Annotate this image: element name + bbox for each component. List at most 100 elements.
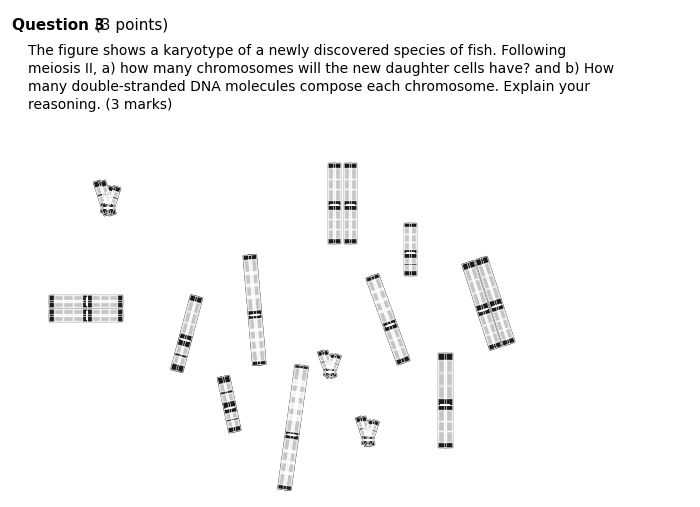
Polygon shape [409,223,416,253]
Polygon shape [363,439,371,447]
Polygon shape [252,349,260,361]
Polygon shape [349,179,356,189]
Polygon shape [184,296,202,342]
Polygon shape [179,295,197,340]
Polygon shape [344,210,351,219]
Polygon shape [246,284,255,299]
Polygon shape [486,288,496,301]
Polygon shape [405,234,411,242]
Polygon shape [329,358,335,364]
Polygon shape [504,328,513,339]
Polygon shape [469,267,479,280]
Polygon shape [186,324,195,336]
Polygon shape [49,300,87,307]
Polygon shape [333,168,340,178]
Polygon shape [250,329,258,341]
Polygon shape [344,229,351,238]
Polygon shape [101,186,108,194]
Polygon shape [181,346,189,355]
Polygon shape [389,323,410,363]
Polygon shape [473,293,482,306]
Polygon shape [92,296,100,302]
Polygon shape [438,421,446,431]
Polygon shape [438,431,446,442]
Polygon shape [171,339,186,371]
Polygon shape [326,354,337,373]
Polygon shape [278,434,293,490]
Polygon shape [64,309,73,316]
Polygon shape [92,314,100,320]
Polygon shape [290,366,308,436]
Polygon shape [368,280,379,294]
Polygon shape [410,265,416,270]
Polygon shape [360,429,367,436]
Polygon shape [344,205,351,243]
Polygon shape [480,257,503,306]
Polygon shape [465,269,474,282]
Polygon shape [444,360,452,372]
Polygon shape [226,392,234,402]
Polygon shape [99,195,106,203]
Polygon shape [328,179,335,189]
Polygon shape [405,258,411,263]
Polygon shape [111,191,119,198]
Polygon shape [73,296,82,302]
Polygon shape [356,416,369,441]
Polygon shape [367,424,373,430]
Polygon shape [333,179,340,189]
Polygon shape [499,330,508,341]
Polygon shape [438,411,446,420]
Polygon shape [384,324,405,365]
Polygon shape [326,361,333,369]
Polygon shape [290,391,299,409]
Polygon shape [360,416,373,441]
Polygon shape [333,210,340,219]
Polygon shape [181,322,190,335]
Polygon shape [244,260,253,275]
Polygon shape [462,262,484,312]
Polygon shape [252,296,260,310]
Polygon shape [176,340,191,373]
Polygon shape [323,371,331,377]
Polygon shape [250,271,258,286]
Polygon shape [349,190,356,200]
Polygon shape [349,229,356,238]
Polygon shape [189,313,197,325]
Polygon shape [364,429,371,436]
Polygon shape [251,283,260,298]
Polygon shape [333,220,340,229]
Polygon shape [87,309,122,316]
Polygon shape [405,227,411,234]
Polygon shape [490,286,500,300]
Text: reasoning. (3 marks): reasoning. (3 marks) [28,98,172,112]
Polygon shape [491,306,510,346]
Polygon shape [328,220,335,229]
Polygon shape [467,261,489,310]
Polygon shape [328,190,335,200]
Polygon shape [331,364,337,369]
Polygon shape [54,300,63,307]
Text: (3 points): (3 points) [90,18,168,33]
Text: meiosis II, a) how many chromosomes will the new daughter cells have? and b) How: meiosis II, a) how many chromosomes will… [28,62,614,76]
Polygon shape [253,314,266,365]
Polygon shape [326,371,332,378]
Polygon shape [438,386,446,398]
Polygon shape [291,380,301,397]
Polygon shape [468,280,478,294]
Polygon shape [344,190,351,200]
Polygon shape [328,229,335,238]
Polygon shape [107,207,116,216]
Polygon shape [333,229,340,238]
Polygon shape [187,301,196,313]
Polygon shape [329,371,337,378]
Polygon shape [344,179,351,189]
Polygon shape [328,163,335,205]
Polygon shape [109,300,118,307]
Polygon shape [332,358,340,364]
Polygon shape [391,328,401,339]
Polygon shape [102,207,111,216]
Polygon shape [92,309,100,316]
Polygon shape [404,223,411,253]
Polygon shape [96,186,104,194]
Polygon shape [344,168,351,178]
